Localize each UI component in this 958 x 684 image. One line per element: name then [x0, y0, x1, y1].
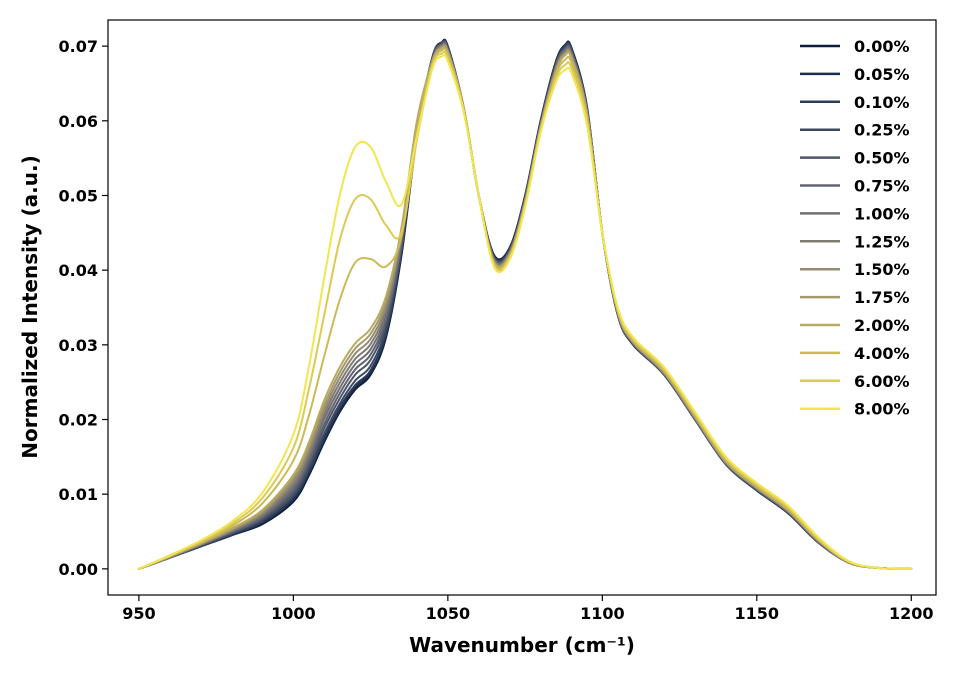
x-tick-label: 1050: [426, 604, 471, 623]
legend-label: 0.05%: [854, 65, 910, 84]
series-line-13: [137, 54, 913, 570]
legend-label: 4.00%: [854, 344, 910, 363]
x-tick-label: 1200: [889, 604, 934, 623]
legend-label: 2.00%: [854, 316, 910, 335]
y-axis-ticks: 0.00 0.01 0.02 0.03 0.04 0.05 0.06 0.07: [59, 37, 108, 579]
legend-label: 0.00%: [854, 37, 910, 56]
y-tick-label: 0.07: [59, 37, 98, 56]
legend-label: 1.25%: [854, 232, 910, 251]
series-lines: [137, 38, 913, 570]
legend-label: 0.25%: [854, 121, 910, 140]
x-axis-ticks: 950 1000 1050 1100 1150 1200: [122, 595, 934, 623]
y-tick-label: 0.06: [59, 112, 98, 131]
y-tick-label: 0.05: [59, 186, 98, 205]
legend-label: 1.75%: [854, 288, 910, 307]
y-tick-label: 0.02: [59, 411, 98, 430]
x-tick-label: 1000: [271, 604, 316, 623]
y-axis-label: Normalized Intensity (a.u.): [18, 155, 42, 458]
x-tick-label: 950: [122, 604, 155, 623]
legend: 0.00% 0.05% 0.10% 0.25% 0.50% 0.75% 1.00% 1.25%…: [800, 37, 910, 419]
plot-frame: [107, 19, 937, 596]
legend-label: 6.00%: [854, 372, 910, 391]
x-tick-label: 1100: [580, 604, 625, 623]
x-tick-label: 1150: [735, 604, 780, 623]
y-tick-label: 0.00: [59, 560, 98, 579]
y-tick-label: 0.04: [59, 261, 98, 280]
legend-label: 0.75%: [854, 177, 910, 196]
y-tick-label: 0.01: [59, 485, 98, 504]
legend-label: 8.00%: [854, 400, 910, 419]
legend-label: 1.00%: [854, 204, 910, 223]
legend-label: 0.10%: [854, 93, 910, 112]
x-axis-label: Wavenumber (cm⁻¹): [409, 633, 635, 657]
y-tick-label: 0.03: [59, 336, 98, 355]
legend-label: 0.50%: [854, 149, 910, 168]
legend-label: 1.50%: [854, 260, 910, 279]
